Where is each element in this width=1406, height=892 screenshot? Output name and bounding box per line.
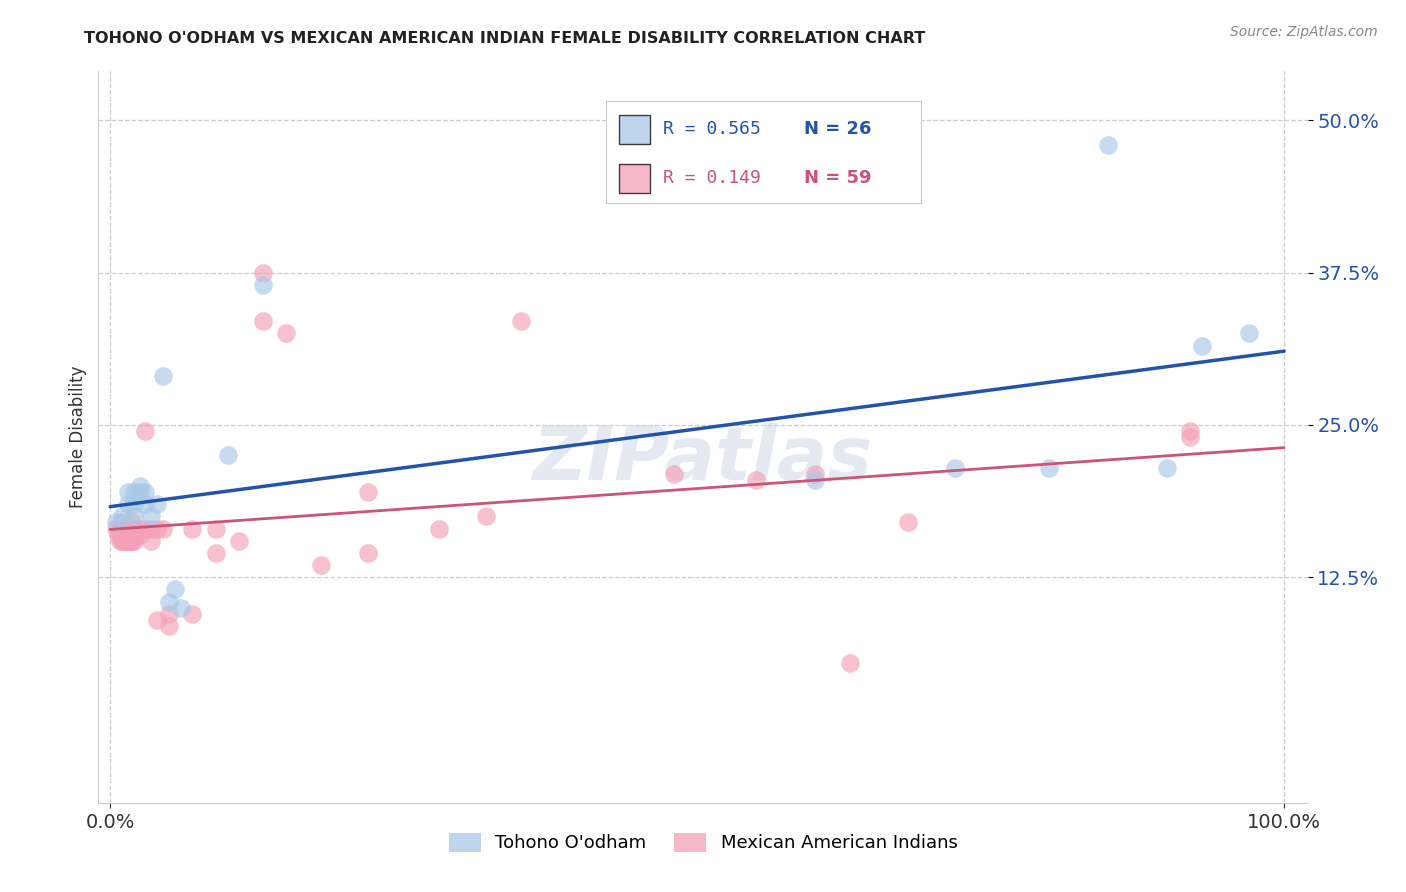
Legend: Tohono O'odham, Mexican American Indians: Tohono O'odham, Mexican American Indians (441, 826, 965, 860)
Point (134, 497, 156, 511)
Point (745, 473, 768, 487)
Point (427, 521, 450, 535)
Point (122, 521, 145, 535)
Point (141, 521, 163, 535)
Point (122, 485, 145, 500)
Point (1097, 137, 1119, 152)
Point (838, 656, 860, 670)
Point (117, 497, 139, 511)
Point (141, 533, 163, 548)
Point (141, 509, 163, 524)
Point (252, 314, 274, 328)
Point (475, 509, 498, 524)
Text: Source: ZipAtlas.com: Source: ZipAtlas.com (1230, 25, 1378, 39)
Point (120, 533, 142, 548)
Point (118, 533, 141, 548)
Point (117, 527, 139, 541)
Point (252, 266, 274, 280)
Point (120, 527, 142, 541)
Point (146, 613, 169, 627)
Point (1180, 430, 1202, 444)
Point (146, 521, 169, 535)
Point (110, 516, 132, 530)
Point (134, 485, 156, 500)
Text: TOHONO O'ODHAM VS MEXICAN AMERICAN INDIAN FEMALE DISABILITY CORRELATION CHART: TOHONO O'ODHAM VS MEXICAN AMERICAN INDIA… (84, 31, 925, 46)
Point (122, 509, 145, 524)
Point (169, 600, 191, 615)
Point (120, 533, 142, 548)
Point (107, 527, 129, 541)
Point (146, 497, 169, 511)
Point (128, 521, 150, 535)
Point (120, 521, 142, 535)
Point (1038, 460, 1060, 475)
Point (114, 521, 136, 535)
Point (357, 546, 380, 560)
Point (115, 533, 138, 548)
Point (117, 521, 139, 535)
Point (111, 521, 134, 535)
Point (1156, 460, 1178, 475)
Point (1191, 339, 1213, 353)
Point (945, 460, 967, 475)
Point (276, 326, 298, 341)
Point (662, 467, 685, 481)
Point (252, 277, 274, 292)
Point (128, 527, 150, 541)
Point (803, 467, 825, 481)
Point (111, 533, 134, 548)
Point (157, 594, 180, 608)
Point (217, 448, 239, 462)
Point (357, 485, 380, 500)
Point (1180, 424, 1202, 438)
Point (152, 369, 174, 384)
Point (111, 509, 134, 524)
Point (152, 521, 174, 535)
Point (157, 607, 180, 621)
Point (105, 521, 128, 535)
Point (121, 533, 143, 548)
Point (108, 521, 131, 535)
Point (114, 533, 136, 548)
Point (128, 485, 150, 500)
Point (897, 516, 920, 530)
Point (228, 533, 250, 548)
Point (121, 516, 143, 530)
Point (122, 527, 145, 541)
Point (118, 527, 141, 541)
Point (181, 521, 204, 535)
Point (510, 314, 533, 328)
Point (1237, 326, 1260, 341)
Point (117, 533, 139, 548)
Point (117, 485, 139, 500)
Point (157, 619, 180, 633)
Point (181, 607, 204, 621)
Point (112, 521, 135, 535)
Point (803, 473, 825, 487)
Point (122, 533, 145, 548)
Point (204, 546, 226, 560)
Point (108, 533, 131, 548)
Y-axis label: Female Disability: Female Disability (69, 366, 87, 508)
Point (122, 497, 145, 511)
Point (163, 582, 186, 597)
Point (204, 521, 226, 535)
Point (134, 521, 156, 535)
Text: ZIPatlas: ZIPatlas (533, 423, 873, 496)
Point (112, 533, 135, 548)
Point (105, 516, 128, 530)
Point (111, 527, 134, 541)
Point (128, 479, 150, 493)
Point (134, 424, 156, 438)
Point (311, 558, 333, 573)
